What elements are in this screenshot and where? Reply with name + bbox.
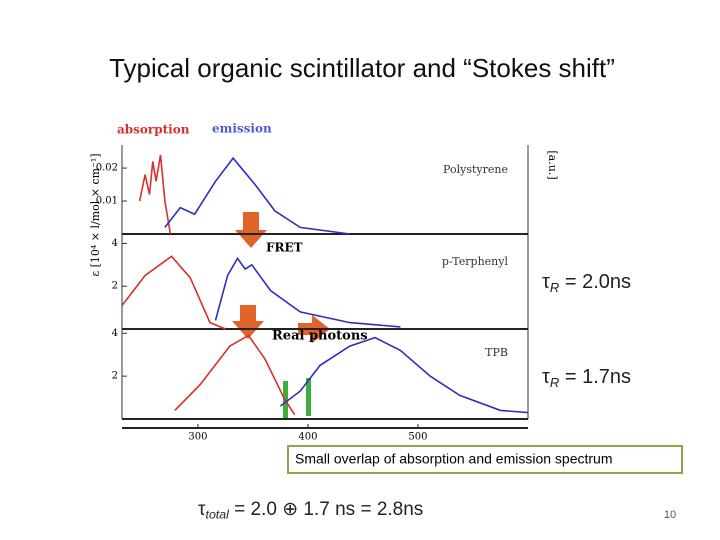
- slide-title: Typical organic scintillator and “Stokes…: [109, 53, 615, 83]
- tau-label: τR = 1.7ns: [542, 366, 631, 390]
- panel-label: Polystyrene: [443, 163, 508, 176]
- y-tick-label: 2: [112, 371, 118, 382]
- y2-axis-label: [a.u.]: [546, 150, 559, 179]
- y-tick-label: 4: [112, 328, 118, 339]
- annotation: Real photons: [272, 329, 368, 344]
- formula: τtotal = 2.0 ⊕ 1.7 ns = 2.8ns: [198, 499, 423, 522]
- annotation: FRET: [266, 241, 303, 255]
- panel-label: p-Terphenyl: [442, 255, 509, 268]
- y-tick-label: 2: [112, 281, 118, 292]
- spectrum-line: [138, 154, 172, 235]
- marker: [306, 378, 311, 416]
- legend-emission: emission: [212, 122, 272, 136]
- note: Small overlap of absorption and emission…: [295, 451, 613, 467]
- spectrum-line: [279, 336, 529, 414]
- x-tick-label: 300: [188, 432, 207, 443]
- spectrum-line: [121, 255, 226, 330]
- spectrum-line: [174, 334, 296, 416]
- y-axis-label: ε [10⁴ × l/mol × cm⁻¹]: [89, 153, 102, 276]
- legend-absorption: absorption: [117, 123, 190, 137]
- panel-label: TPB: [485, 346, 508, 359]
- note-box: [287, 445, 683, 474]
- tau-label: τR = 2.0ns: [542, 271, 631, 295]
- x-tick-label: 400: [298, 432, 317, 443]
- y-tick-label: 4: [112, 238, 118, 249]
- arrow: [235, 212, 267, 248]
- tau-text: τR = 1.7ns: [542, 366, 631, 390]
- spectrum-line: [214, 256, 401, 328]
- y-tick-label: 0.02: [96, 163, 118, 174]
- x-tick-label: 500: [408, 432, 427, 443]
- tau-text: τR = 2.0ns: [542, 271, 631, 295]
- tau-text: τtotal = 2.0 ⊕ 1.7 ns = 2.8ns: [198, 499, 423, 522]
- page-number: 10: [664, 509, 676, 521]
- spectrum-line: [164, 156, 350, 235]
- arrow: [232, 305, 264, 339]
- y-tick-label: 0.01: [96, 196, 118, 207]
